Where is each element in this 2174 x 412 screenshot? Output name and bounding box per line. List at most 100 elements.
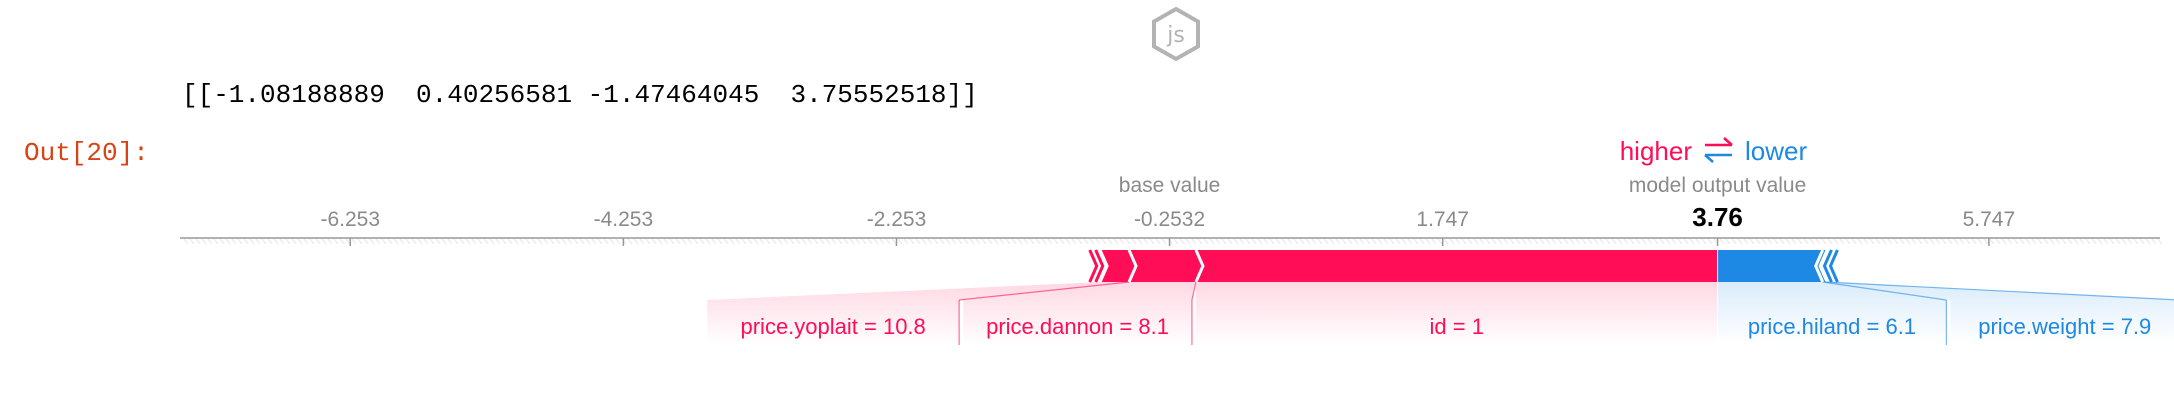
hatch-mark bbox=[207, 238, 213, 245]
hatch-mark bbox=[1311, 238, 1317, 245]
hatch-mark bbox=[1875, 238, 1881, 245]
hatch-mark bbox=[1527, 238, 1533, 245]
hatch-mark bbox=[1059, 238, 1065, 245]
feature-tip-chevron bbox=[1822, 249, 1833, 283]
hatch-mark bbox=[309, 238, 315, 245]
hatch-mark bbox=[789, 238, 795, 245]
hatch-mark bbox=[867, 238, 873, 245]
hatch-mark bbox=[2115, 238, 2121, 245]
hatch-mark bbox=[1965, 238, 1971, 245]
feature-tip-chevron bbox=[1828, 249, 1839, 283]
hatch-mark bbox=[1299, 238, 1305, 245]
hatch-mark bbox=[1605, 238, 1611, 245]
hatch-mark bbox=[1509, 238, 1515, 245]
hatch-mark bbox=[1533, 238, 1539, 245]
hatch-mark bbox=[1575, 238, 1581, 245]
hatch-mark bbox=[897, 238, 903, 245]
negative-force-bar bbox=[1717, 250, 1826, 282]
hatch-mark bbox=[1779, 238, 1785, 245]
hatch-mark bbox=[1893, 238, 1899, 245]
hatch-mark bbox=[657, 238, 663, 245]
hatch-mark bbox=[1263, 238, 1269, 245]
hatch-mark bbox=[1293, 238, 1299, 245]
hatch-mark bbox=[2157, 238, 2163, 245]
positive-label-band bbox=[707, 282, 1130, 345]
hatch-mark bbox=[525, 238, 531, 245]
hatch-mark bbox=[381, 238, 387, 245]
hatch-mark bbox=[1467, 238, 1473, 245]
output-prompt: Out[20]: bbox=[24, 138, 149, 168]
hatch-mark bbox=[681, 238, 687, 245]
output-value-label: model output value bbox=[1629, 174, 1806, 197]
hatch-mark bbox=[1701, 238, 1707, 245]
positive-feature-label: price.yoplait = 10.8 bbox=[741, 314, 926, 339]
hatch-mark bbox=[687, 238, 693, 245]
hatch-mark bbox=[723, 238, 729, 245]
hatch-mark bbox=[693, 238, 699, 245]
hatch-mark bbox=[531, 238, 537, 245]
hatch-mark bbox=[249, 238, 255, 245]
hatch-mark bbox=[1443, 238, 1449, 245]
hatch-mark bbox=[759, 238, 765, 245]
hatch-mark bbox=[543, 238, 549, 245]
positive-force-bar bbox=[1101, 250, 1718, 282]
positive-label-band bbox=[963, 282, 1196, 345]
hatch-mark bbox=[2097, 238, 2103, 245]
hatch-mark bbox=[195, 238, 201, 245]
hatch-mark bbox=[597, 238, 603, 245]
hatch-mark bbox=[1449, 238, 1455, 245]
hatch-mark bbox=[183, 238, 189, 245]
hatch-mark bbox=[1149, 238, 1155, 245]
hatch-mark bbox=[1629, 238, 1635, 245]
feature-tip-chevron bbox=[1094, 249, 1105, 283]
hatch-mark bbox=[261, 238, 267, 245]
hatch-mark bbox=[1023, 238, 1029, 245]
hatch-mark bbox=[1539, 238, 1545, 245]
hatch-mark bbox=[783, 238, 789, 245]
force-bars bbox=[1088, 249, 1839, 345]
tick-label: -6.253 bbox=[321, 208, 381, 231]
hatch-mark bbox=[939, 238, 945, 245]
hatch-mark bbox=[489, 238, 495, 245]
hatch-mark bbox=[585, 238, 591, 245]
label-bands bbox=[707, 281, 2174, 345]
hatch-mark bbox=[1707, 238, 1713, 245]
feature-separator bbox=[1127, 249, 1138, 283]
hatch-mark bbox=[1395, 238, 1401, 245]
hatch-mark bbox=[651, 238, 657, 245]
hatch-mark bbox=[465, 238, 471, 245]
hatch-mark bbox=[891, 238, 897, 245]
hatch-mark bbox=[369, 238, 375, 245]
hatch-mark bbox=[1587, 238, 1593, 245]
hatch-mark bbox=[1125, 238, 1131, 245]
hatch-mark bbox=[1857, 238, 1863, 245]
hatch-mark bbox=[1959, 238, 1965, 245]
hatch-mark bbox=[2055, 238, 2061, 245]
hatch-mark bbox=[1617, 238, 1623, 245]
hatch-mark bbox=[1197, 238, 1203, 245]
hatch-mark bbox=[1899, 238, 1905, 245]
hatch-mark bbox=[519, 238, 525, 245]
hatch-mark bbox=[315, 238, 321, 245]
hatch-mark bbox=[1803, 238, 1809, 245]
hatch-mark bbox=[483, 238, 489, 245]
hatch-mark bbox=[747, 238, 753, 245]
hatch-mark bbox=[1719, 238, 1725, 245]
hatch-mark bbox=[2037, 238, 2043, 245]
hatch-mark bbox=[357, 238, 363, 245]
hatch-mark bbox=[1455, 238, 1461, 245]
hatch-mark bbox=[1947, 238, 1953, 245]
hatch-mark bbox=[1563, 238, 1569, 245]
hatch-mark bbox=[1353, 238, 1359, 245]
label-connector bbox=[959, 281, 1130, 301]
hatch-mark bbox=[873, 238, 879, 245]
hatch-mark bbox=[1983, 238, 1989, 245]
hatch-mark bbox=[1881, 238, 1887, 245]
hatch-mark bbox=[513, 238, 519, 245]
hatch-mark bbox=[633, 238, 639, 245]
hatch-mark bbox=[1035, 238, 1041, 245]
svg-text:js: js bbox=[1166, 23, 1185, 48]
hatch-mark bbox=[267, 238, 273, 245]
hatch-mark bbox=[219, 238, 225, 245]
